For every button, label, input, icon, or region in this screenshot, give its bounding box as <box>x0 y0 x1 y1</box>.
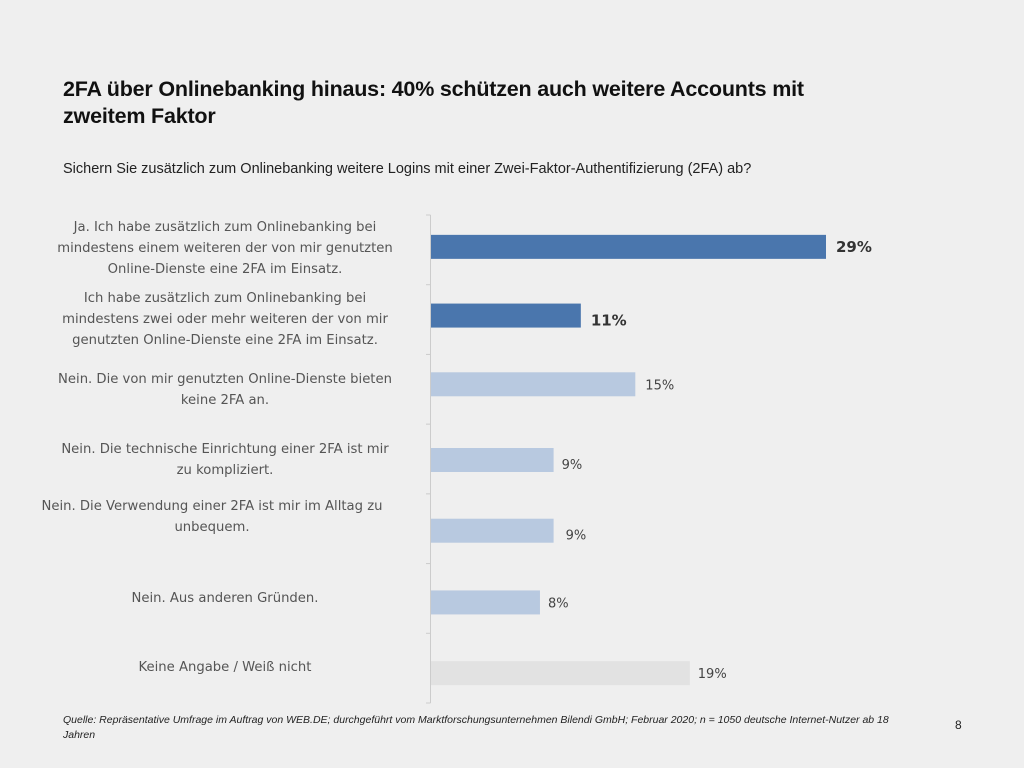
category-label-line: keine 2FA an. <box>180 393 270 408</box>
bar <box>431 303 581 328</box>
category-label: Keine Angabe / Weiß nicht <box>35 657 415 678</box>
category-label: Nein. Die technische Einrichtung einer 2… <box>35 439 415 481</box>
bar <box>431 372 636 397</box>
data-label: 29% <box>836 238 872 256</box>
category-label-line: Nein. Die technische Einrichtung einer 2… <box>61 442 389 457</box>
category-label-line: zu kompliziert. <box>176 463 274 478</box>
source-footnote: Quelle: Repräsentative Umfrage im Auftra… <box>63 714 889 741</box>
category-label: Ich habe zusätzlich zum Onlinebanking be… <box>35 288 415 351</box>
slide-title: 2FA über Onlinebanking hinaus: 40% schüt… <box>63 77 804 128</box>
bar <box>431 661 690 686</box>
bar <box>431 448 554 472</box>
bar <box>431 590 540 615</box>
category-label-line: unbequem. <box>174 520 250 535</box>
survey-question: Sichern Sie zusätzlich zum Onlinebanking… <box>63 161 752 177</box>
category-label: Ja. Ich habe zusätzlich zum Onlinebankin… <box>35 217 415 280</box>
category-label-line: Ja. Ich habe zusätzlich zum Onlinebankin… <box>73 220 377 235</box>
category-label-line: Nein. Die von mir genutzten Online-Diens… <box>58 372 392 387</box>
data-label: 9% <box>562 458 583 473</box>
category-label: Nein. Aus anderen Gründen. <box>35 588 415 609</box>
category-label-line: Nein. Die Verwendung einer 2FA ist mir i… <box>41 499 383 514</box>
data-label: 15% <box>645 378 674 393</box>
category-label-line: Ich habe zusätzlich zum Onlinebanking be… <box>83 291 367 306</box>
data-label: 9% <box>566 529 587 544</box>
bar <box>431 234 826 259</box>
data-label: 19% <box>698 667 727 682</box>
bar <box>431 518 554 543</box>
data-label: 8% <box>548 596 569 611</box>
category-label-line: Online-Dienste eine 2FA im Einsatz. <box>107 262 343 277</box>
category-label-line: Nein. Aus anderen Gründen. <box>131 591 319 606</box>
category-label: Nein. Die von mir genutzten Online-Diens… <box>35 369 415 411</box>
data-label: 11% <box>591 312 627 330</box>
category-label-line: mindestens einem weiteren der von mir ge… <box>57 241 393 256</box>
category-label-line: genutzten Online-Dienste eine 2FA im Ein… <box>72 333 378 348</box>
page-number: 8 <box>955 718 962 732</box>
category-label-line: mindestens zwei oder mehr weiteren der v… <box>62 312 388 327</box>
category-label: Nein. Die Verwendung einer 2FA ist mir i… <box>12 496 412 538</box>
category-label-line: Keine Angabe / Weiß nicht <box>138 660 312 675</box>
